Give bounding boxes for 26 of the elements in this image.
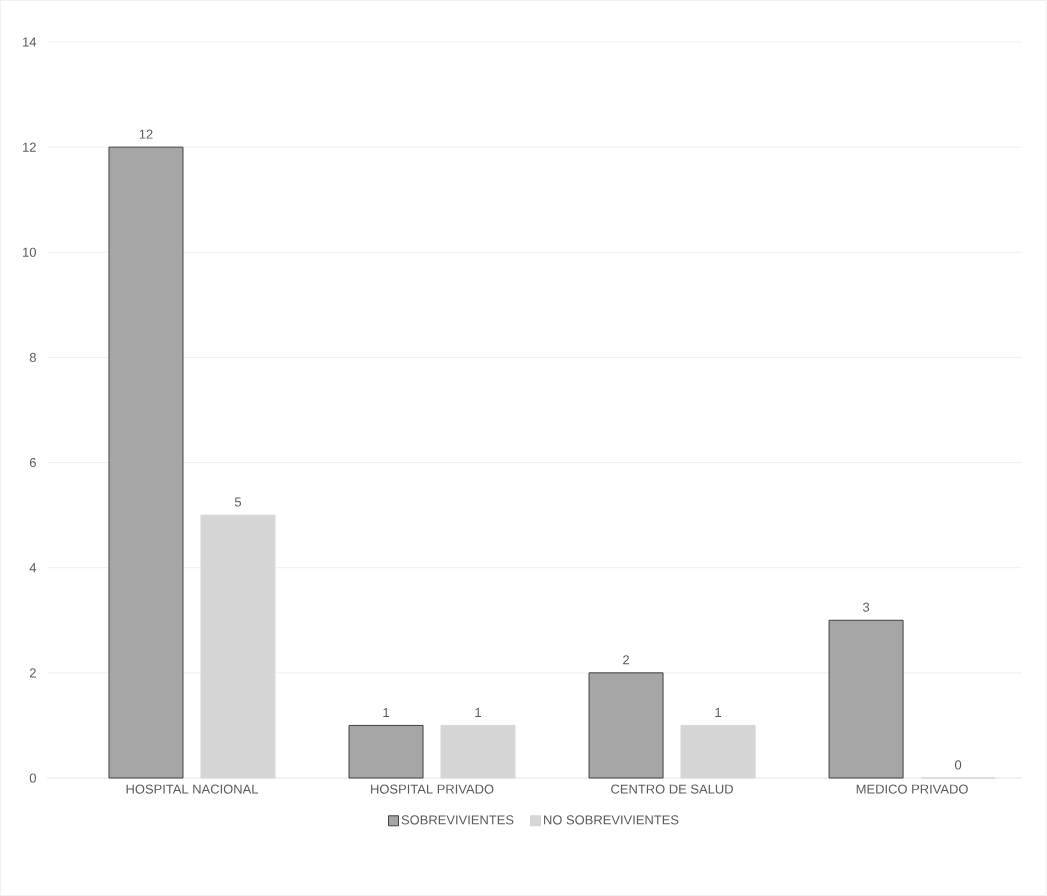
- legend-label: NO SOBREVIVIENTES: [544, 815, 679, 825]
- data-label: 12: [139, 129, 153, 139]
- y-tick-label: 8: [29, 352, 36, 363]
- x-tick-label: CENTRO DE SALUD: [611, 784, 733, 794]
- bar: [828, 619, 904, 779]
- bar: [348, 724, 424, 779]
- y-tick-label: 14: [23, 37, 37, 47]
- data-label: 1: [475, 708, 481, 717]
- bar: [108, 146, 184, 779]
- x-tick-label: HOSPITAL NACIONAL: [126, 784, 258, 794]
- x-tick-label: MEDICO PRIVADO: [856, 784, 968, 794]
- data-label: 1: [383, 708, 389, 717]
- legend-label: SOBREVIVIENTES: [401, 815, 514, 825]
- y-tick-label: 6: [29, 457, 36, 468]
- data-label: 5: [234, 497, 242, 507]
- y-tick-label: 10: [23, 247, 36, 257]
- data-label: 0: [954, 760, 962, 770]
- data-label: 2: [623, 655, 629, 665]
- y-tick-label: 0: [29, 773, 36, 783]
- y-tick-label: 4: [29, 563, 37, 573]
- x-tick-label: HOSPITAL PRIVADO: [371, 784, 494, 794]
- data-label: 1: [715, 708, 722, 717]
- y-tick-label: 2: [29, 668, 36, 678]
- data-label: 3: [862, 602, 870, 612]
- bar: [588, 672, 664, 779]
- y-tick-label: 12: [23, 142, 36, 152]
